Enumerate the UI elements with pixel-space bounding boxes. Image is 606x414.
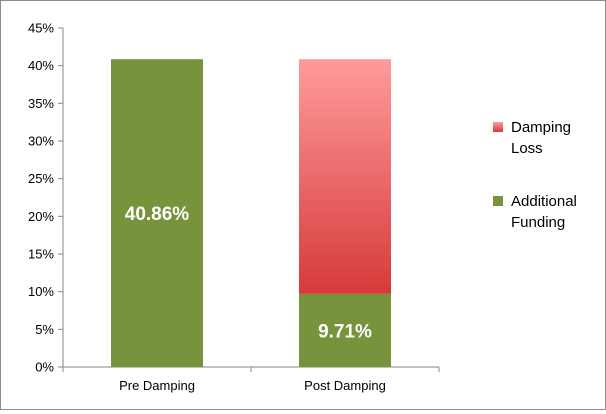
legend: Damping Loss Additional Funding [493,119,577,231]
legend-label-additional-funding: Additional [511,193,577,210]
y-tick-label: 35% [28,96,54,111]
bar-additional-funding [111,59,203,368]
y-axis: 0% 5% 10% 15% 20% 25% 30% 35% 40% 45% [28,21,64,375]
y-tick-label: 40% [28,58,54,73]
bar-damping-loss [299,59,391,294]
legend-swatch-damping-loss [493,122,503,132]
y-tick-label: 15% [28,247,54,262]
y-tick-label: 30% [28,134,54,149]
legend-label-additional-funding: Funding [511,214,565,231]
data-label: 40.86% [125,204,190,225]
x-category-label: Pre Damping [119,378,195,393]
bar-additional-funding [299,293,391,367]
legend-label-damping-loss: Damping [511,119,571,136]
y-tick-label: 25% [28,171,54,186]
y-tick-label: 20% [28,209,54,224]
data-label: 9.71% [318,321,372,342]
data-labels: 40.86% 9.71% [125,204,372,342]
y-tick-label: 10% [28,284,54,299]
legend-label-damping-loss: Loss [511,140,543,157]
y-tick-label: 5% [35,322,54,337]
y-tick-label: 0% [35,360,54,375]
x-axis: Pre Damping Post Damping [62,366,440,393]
y-tick-label: 45% [28,21,54,36]
bars [111,59,391,368]
legend-swatch-additional-funding [493,196,503,206]
x-category-label: Post Damping [304,378,386,393]
